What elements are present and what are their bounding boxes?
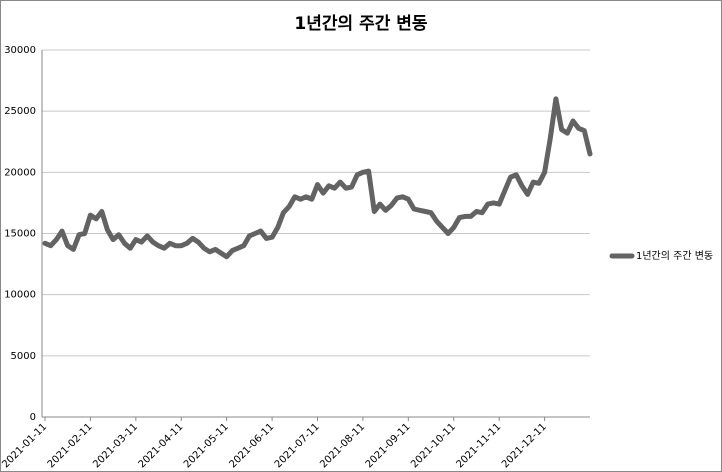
y-tick-label: 0 [30, 412, 36, 423]
y-tick-label: 10000 [4, 290, 36, 301]
y-tick-label: 5000 [11, 351, 36, 362]
chart-title: 1년간의 주간 변동 [294, 14, 428, 34]
data-line [42, 96, 593, 260]
legend-label: 1년간의 주간 변동 [636, 250, 713, 262]
y-tick-label: 30000 [4, 45, 36, 56]
y-tick-label: 15000 [4, 229, 36, 240]
y-tick-label: 20000 [4, 167, 36, 178]
y-tick-label: 25000 [4, 106, 36, 117]
